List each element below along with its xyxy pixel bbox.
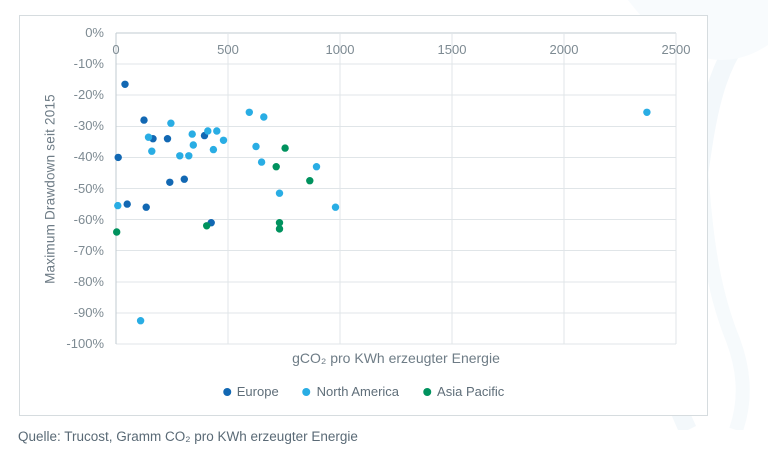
data-point-europe <box>142 203 150 211</box>
data-point-north-america <box>643 108 651 117</box>
data-point-north-america <box>148 147 156 155</box>
data-point-north-america <box>260 113 268 121</box>
data-point-asia-pacific <box>306 177 314 185</box>
x-tick-label: 500 <box>217 42 239 57</box>
data-point-asia-pacific <box>275 225 284 233</box>
data-point-asia-pacific <box>272 163 280 171</box>
y-tick-label: -10% <box>73 56 104 72</box>
legend-label: Asia Pacific <box>437 384 505 399</box>
y-tick-label: -100% <box>66 336 104 351</box>
data-point-north-america <box>176 152 184 160</box>
legend-label: North America <box>316 384 400 399</box>
data-point-north-america <box>167 119 175 127</box>
data-point-asia-pacific <box>281 144 289 152</box>
legend-label: Europe <box>236 384 279 399</box>
data-point-north-america <box>189 141 197 149</box>
data-point-north-america <box>252 142 260 151</box>
data-point-asia-pacific <box>113 228 121 236</box>
data-point-north-america <box>213 127 221 135</box>
data-point-north-america <box>312 163 321 171</box>
y-tick-label: -60% <box>73 211 104 227</box>
y-tick-label: 0% <box>85 25 104 40</box>
data-point-north-america <box>136 317 145 325</box>
data-point-north-america <box>188 130 196 138</box>
data-point-north-america <box>257 158 266 166</box>
x-tick-label: 2000 <box>549 42 579 57</box>
y-tick-label: -50% <box>73 180 104 196</box>
x-tick-label: 1500 <box>437 42 467 57</box>
chart-frame: Maximum Drawdown seit 2015 0% -10% -20% -30… <box>19 15 708 416</box>
data-point-asia-pacific <box>203 222 211 230</box>
data-point-europe <box>121 80 129 88</box>
y-tick-label: -20% <box>73 87 104 103</box>
data-point-north-america <box>275 189 284 197</box>
data-point-north-america <box>185 152 193 160</box>
data-point-europe <box>140 116 148 124</box>
legend-marker-icon <box>423 387 432 396</box>
x-tick-label: 2500 <box>661 42 691 57</box>
data-point-europe <box>123 200 131 208</box>
x-tick-label: 0 <box>112 42 120 57</box>
data-point-north-america <box>245 108 253 117</box>
data-point-north-america <box>209 145 218 154</box>
y-tick-label: -90% <box>73 304 104 320</box>
data-point-europe <box>163 135 172 143</box>
source-caption: Quelle: Trucost, Gramm CO₂ pro KWh erzeu… <box>18 429 358 444</box>
y-tick-label: -70% <box>73 242 104 258</box>
legend-marker-icon <box>222 387 231 396</box>
x-axis-title: gCO₂ pro KWh erzeugter Energie <box>292 350 500 366</box>
plot-area <box>113 32 677 345</box>
data-point-north-america <box>204 127 212 135</box>
legend-item-europe: Europe <box>222 384 279 399</box>
data-point-europe <box>166 178 174 186</box>
legend-marker-icon <box>302 387 311 396</box>
data-point-north-america <box>331 203 340 211</box>
y-tick-label: -30% <box>73 118 104 134</box>
x-tick-label: 1000 <box>325 42 355 57</box>
legend-item-asia-pacific: Asia Pacific <box>423 384 504 399</box>
data-point-north-america <box>219 136 228 144</box>
data-point-north-america <box>114 201 122 210</box>
data-point-asia-pacific <box>275 219 284 227</box>
legend-item-north-america: North America <box>302 384 400 399</box>
y-tick-label: -80% <box>73 273 104 289</box>
y-tick-label: -40% <box>73 149 104 165</box>
data-point-north-america <box>144 133 153 141</box>
chart-legend: Europe North America Asia Pacific <box>222 384 504 399</box>
data-point-europe <box>114 153 122 162</box>
data-point-europe <box>180 175 188 183</box>
